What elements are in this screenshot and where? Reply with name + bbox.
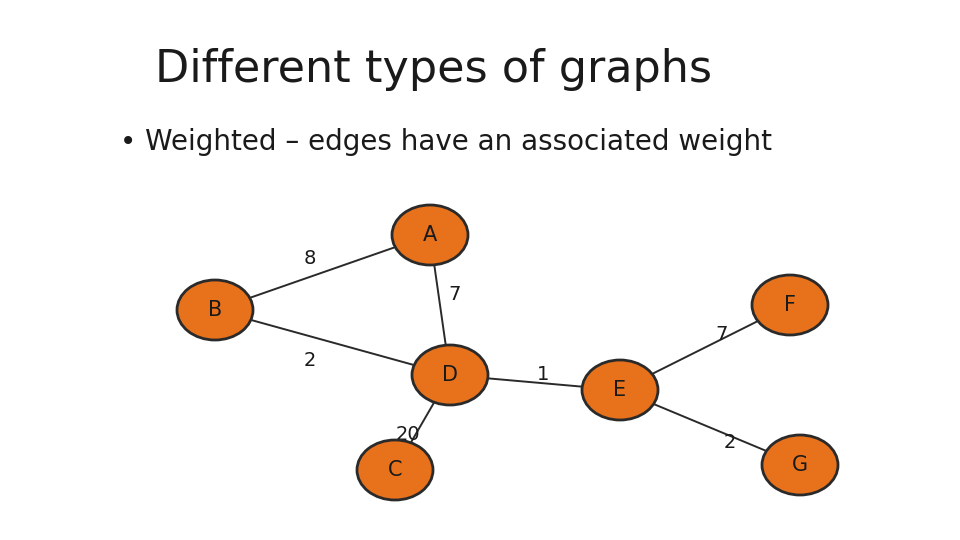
Text: 7: 7 [449,286,461,305]
Text: A: A [422,225,437,245]
Ellipse shape [177,280,253,340]
Text: G: G [792,455,808,475]
Ellipse shape [357,440,433,500]
Text: 1: 1 [537,366,549,384]
Text: 20: 20 [396,426,420,444]
Text: C: C [388,460,402,480]
Text: B: B [208,300,222,320]
Ellipse shape [762,435,838,495]
Ellipse shape [412,345,488,405]
Text: 2: 2 [724,433,736,451]
Text: E: E [613,380,627,400]
Ellipse shape [582,360,658,420]
Text: • Weighted – edges have an associated weight: • Weighted – edges have an associated we… [120,128,772,156]
Text: F: F [784,295,796,315]
Text: 7: 7 [716,326,729,345]
Text: 2: 2 [303,350,316,369]
Ellipse shape [392,205,468,265]
Text: D: D [442,365,458,385]
Ellipse shape [752,275,828,335]
Text: 8: 8 [303,248,316,267]
Text: Different types of graphs: Different types of graphs [155,48,712,91]
